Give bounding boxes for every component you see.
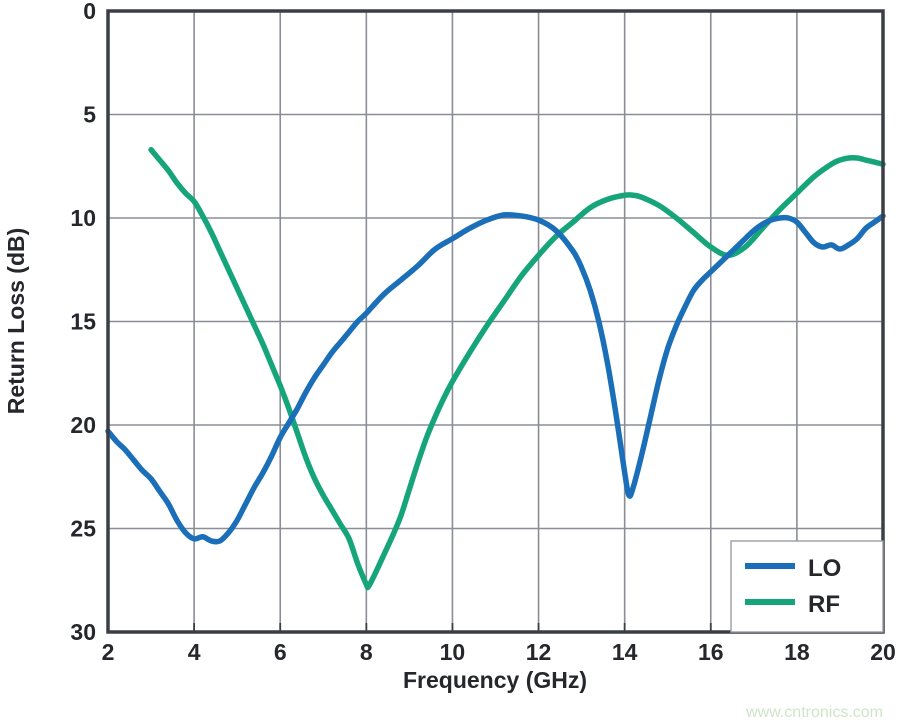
legend-label-lo: LO xyxy=(808,555,841,582)
y-tick-label: 10 xyxy=(70,205,96,231)
y-tick-label: 15 xyxy=(70,309,96,335)
series-line-lo xyxy=(105,211,886,545)
x-tick-label: 4 xyxy=(188,639,201,665)
y-tick-label: 30 xyxy=(70,619,96,645)
y-tick-label: 20 xyxy=(70,412,96,438)
y-tick-label: 5 xyxy=(83,102,96,128)
x-tick-label: 8 xyxy=(360,639,373,665)
x-tick-label: 10 xyxy=(440,639,466,665)
x-tick-label: 20 xyxy=(870,639,896,665)
y-axis-title: Return Loss (dB) xyxy=(3,228,29,415)
x-tick-label: 2 xyxy=(102,639,115,665)
y-axis-tick-labels: 0 5 10 15 20 25 30 xyxy=(70,0,96,645)
plot-frame xyxy=(106,9,885,634)
legend-label-rf: RF xyxy=(808,591,840,618)
x-tick-label: 12 xyxy=(526,639,552,665)
series-line-rf xyxy=(148,146,886,591)
x-tick-label: 6 xyxy=(274,639,287,665)
watermark: www.cntronics.com xyxy=(745,704,883,721)
x-tick-label: 18 xyxy=(784,639,810,665)
x-axis-title: Frequency (GHz) xyxy=(403,667,587,693)
legend-box xyxy=(730,540,884,633)
chart-legend: LO RF xyxy=(730,540,884,633)
y-tick-label: 0 xyxy=(83,0,96,24)
y-tick-label: 25 xyxy=(70,516,96,542)
x-tick-label: 16 xyxy=(698,639,724,665)
x-axis-tick-labels: 2 4 6 8 10 12 14 16 18 20 xyxy=(102,639,896,665)
x-tick-label: 14 xyxy=(612,639,638,665)
data-series-group xyxy=(105,146,886,591)
